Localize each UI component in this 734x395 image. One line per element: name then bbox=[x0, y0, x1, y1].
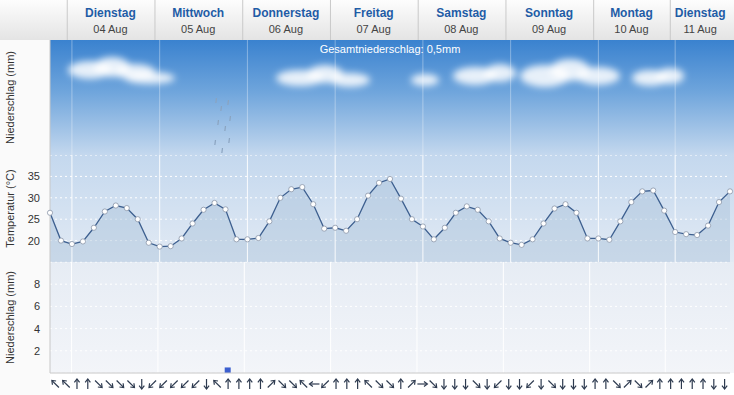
svg-text:Samstag: Samstag bbox=[436, 6, 486, 20]
svg-text:04 Aug: 04 Aug bbox=[93, 23, 127, 35]
svg-text:10 Aug: 10 Aug bbox=[614, 23, 648, 35]
svg-text:06 Aug: 06 Aug bbox=[269, 23, 303, 35]
svg-text:08 Aug: 08 Aug bbox=[444, 23, 478, 35]
svg-text:25: 25 bbox=[28, 213, 40, 225]
svg-text:Dienstag: Dienstag bbox=[85, 6, 136, 20]
svg-text:20: 20 bbox=[28, 235, 40, 247]
svg-text:Dienstag: Dienstag bbox=[675, 6, 726, 20]
html-text:Gesamtniederschlag: 0,5mm: Gesamtniederschlag: 0,5mm bbox=[319, 43, 461, 55]
svg-text:09 Aug: 09 Aug bbox=[532, 23, 566, 35]
svg-text:Mittwoch: Mittwoch bbox=[172, 6, 224, 20]
svg-text:8: 8 bbox=[34, 278, 40, 290]
svg-text:Niederschlag (mm): Niederschlag (mm) bbox=[4, 271, 16, 364]
svg-text:Niederschlag (mm): Niederschlag (mm) bbox=[4, 51, 16, 144]
svg-text:Montag: Montag bbox=[610, 6, 653, 20]
svg-text:Sonntag: Sonntag bbox=[525, 6, 573, 20]
svg-text:30: 30 bbox=[28, 192, 40, 204]
svg-text:11 Aug: 11 Aug bbox=[683, 23, 716, 35]
svg-text:2: 2 bbox=[34, 345, 40, 357]
svg-text:05 Aug: 05 Aug bbox=[181, 23, 215, 35]
svg-text:Temperatur (°C): Temperatur (°C) bbox=[4, 169, 16, 247]
svg-text:07 Aug: 07 Aug bbox=[357, 23, 391, 35]
svg-text:35: 35 bbox=[28, 170, 40, 182]
svg-text:Donnerstag: Donnerstag bbox=[253, 6, 320, 20]
svg-text:Freitag: Freitag bbox=[354, 6, 394, 20]
svg-text:6: 6 bbox=[34, 300, 40, 312]
svg-text:4: 4 bbox=[34, 323, 40, 335]
